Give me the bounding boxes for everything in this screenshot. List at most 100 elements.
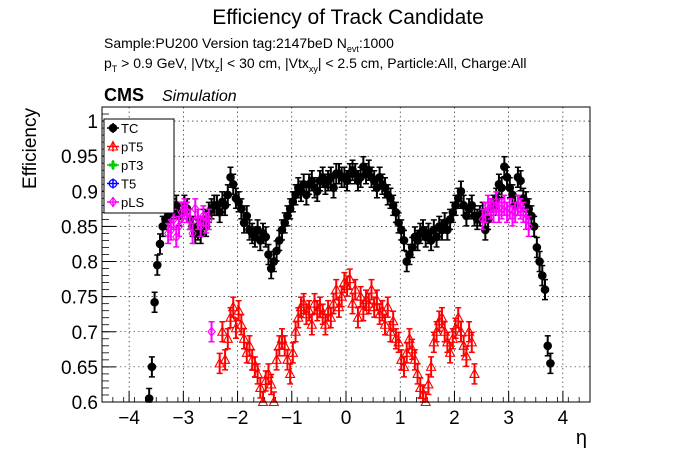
data-point [219, 353, 231, 364]
data-point [458, 339, 470, 350]
data-point [188, 228, 197, 239]
data-point [317, 308, 329, 319]
data-point [230, 322, 242, 333]
legend-marker [108, 179, 118, 188]
simulation-label: Simulation [162, 88, 237, 105]
data-point [456, 186, 466, 196]
data-point [265, 378, 277, 389]
data-point [439, 325, 451, 336]
cms-label: CMS [104, 85, 144, 105]
data-point [214, 357, 226, 368]
data-point [287, 346, 299, 357]
data-point [529, 222, 539, 231]
data-point [271, 353, 283, 364]
data-point [319, 318, 331, 329]
data-point [257, 395, 269, 407]
x-tick-label: 3 [503, 408, 514, 429]
data-point [344, 272, 356, 284]
data-point [387, 315, 399, 326]
x-tick-label: 1 [395, 408, 406, 429]
data-point [491, 196, 501, 208]
data-point [532, 243, 542, 252]
sample-info-main: Sample:PU200 Version tag:2147beD N [104, 35, 347, 51]
y-tick-label: 0.65 [61, 358, 98, 379]
y-tick-label: 1 [87, 112, 98, 133]
data-point [363, 297, 375, 308]
legend-marker [108, 123, 118, 133]
cut-info-xy-sub: xy [309, 64, 319, 74]
data-point [336, 290, 348, 301]
data-point [298, 297, 310, 308]
data-point [399, 236, 409, 245]
cut-info: pT > 0.9 GeV, |Vtxz| < 30 cm, |Vtxxy| < … [104, 55, 527, 74]
legend-label: pT3 [121, 158, 143, 173]
data-point [204, 213, 214, 225]
data-point [537, 271, 547, 280]
data-point [325, 311, 337, 322]
y-tick-label: 0.85 [61, 217, 98, 238]
data-point [153, 260, 162, 270]
x-tick-label: 2 [449, 408, 460, 429]
data-point [393, 336, 405, 347]
y-axis-label: Efficiency [20, 108, 41, 189]
plot-frame [101, 106, 591, 403]
x-tick-label: −3 [172, 408, 194, 429]
data-point [191, 203, 200, 215]
data-point [329, 183, 338, 193]
data-point [469, 367, 480, 378]
y-tick-label: 0.6 [72, 393, 98, 414]
data-points [144, 155, 555, 407]
series-pt5 [214, 268, 480, 407]
data-point [216, 325, 228, 336]
data-point [441, 336, 453, 347]
data-point [352, 311, 364, 322]
sample-info-count: :1000 [359, 35, 394, 51]
data-point [222, 332, 234, 343]
data-point [174, 221, 184, 232]
data-point [543, 341, 553, 351]
data-point [382, 301, 394, 312]
data-point [207, 326, 216, 338]
data-point [404, 332, 415, 343]
data-point [524, 221, 533, 232]
data-point [546, 359, 555, 368]
data-point [398, 360, 410, 371]
x-tick-label: 0 [341, 408, 352, 429]
cut-info-pt-sub: T [112, 64, 118, 74]
data-point [401, 346, 413, 357]
y-tick-label: 0.75 [61, 288, 98, 309]
legend-label: TC [121, 121, 138, 136]
legend-item-pls: pLS [107, 195, 144, 210]
data-point [535, 257, 544, 266]
data-point [242, 211, 252, 221]
cut-info-text2: | < 30 cm, |Vtx [219, 55, 308, 71]
data-point [330, 283, 342, 294]
x-tick-label: 4 [558, 408, 569, 429]
data-point [306, 318, 318, 329]
axis-ticks: −4 −3 −2 −1 0 1 2 3 4 0.6 0.65 0.7 0.75 0.8 0.85 0.9 0.9… [61, 106, 591, 429]
data-point [460, 350, 472, 361]
data-point [406, 343, 418, 354]
data-point [261, 232, 271, 242]
data-point [420, 395, 432, 407]
chart-title: Efficiency of Track Candidate [212, 6, 484, 29]
legend-label: pLS [121, 195, 144, 210]
data-point [379, 318, 391, 329]
data-point [425, 360, 437, 371]
grid [102, 107, 590, 403]
data-point [228, 179, 238, 189]
legend-item-t5: T5 [107, 177, 136, 192]
data-point [169, 213, 178, 225]
legend-marker [107, 140, 119, 151]
data-point [284, 367, 296, 378]
y-tick-label: 0.8 [72, 253, 98, 274]
data-point [347, 297, 358, 308]
legend-item-tc: TC [107, 121, 138, 136]
y-tick-label: 0.95 [61, 147, 98, 168]
data-point [516, 176, 525, 186]
data-point [466, 336, 478, 347]
data-point [366, 283, 377, 294]
sample-info: Sample:PU200 Version tag:2147beD Nevt:10… [104, 35, 394, 54]
data-point [227, 301, 239, 312]
